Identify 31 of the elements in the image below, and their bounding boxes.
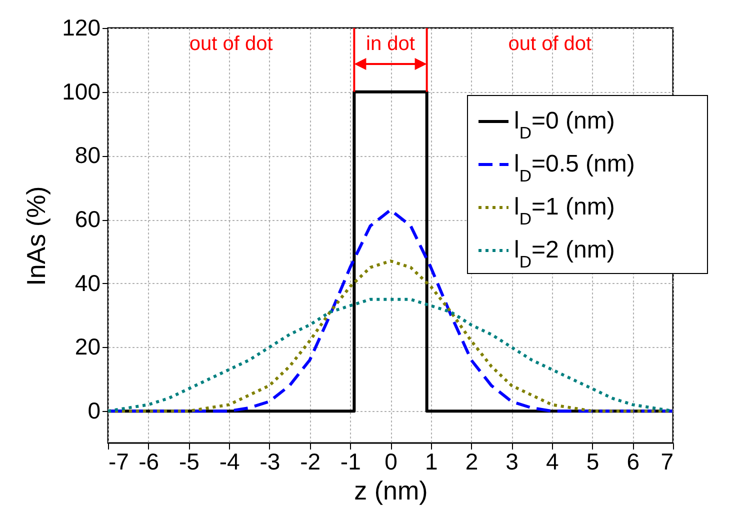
y-tick-label: 40 [74,270,100,296]
legend-label: l$_{D}$=1 (nm) [514,194,615,228]
legend-label: l$_{D}$=2 (nm) [514,236,615,271]
x-tick-label: 0 [384,448,398,474]
x-tick-label: -6 [138,448,160,474]
x-tick-label: 4 [546,448,560,474]
x-tick-label: -1 [340,448,361,474]
y-tick-label: 0 [88,398,100,424]
x-tick-label: 3 [506,448,518,474]
legend-label: l$_{D}$=0 (nm) [514,108,615,142]
y-tick-label: 100 [62,78,100,104]
y-axis-title: InAs (%) [21,186,52,286]
y-tick-label: 80 [74,142,100,168]
y-tick-label: 120 [62,14,100,40]
annotation: out of dot [189,33,274,55]
legend-label: l$_{D}$=0.5 (nm) [514,150,635,185]
annotation: in dot [366,33,416,55]
x-tick-label: -2 [300,448,321,474]
x-tick-label: 7 [660,448,674,474]
x-tick-label: -3 [260,448,280,474]
x-tick-label: -4 [219,448,240,474]
y-tick-label: 20 [74,334,100,360]
x-tick-label: 2 [465,448,478,474]
x-tick-label: -7 [108,448,129,474]
annotation: out of dot [508,33,592,55]
x-axis-title: z (nm) [354,476,428,506]
x-tick-label: 6 [626,448,640,474]
x-tick-label: 5 [586,448,600,474]
x-tick-label: 1 [424,448,438,474]
x-tick-label: -5 [178,448,200,474]
y-tick-label: 60 [74,206,100,232]
